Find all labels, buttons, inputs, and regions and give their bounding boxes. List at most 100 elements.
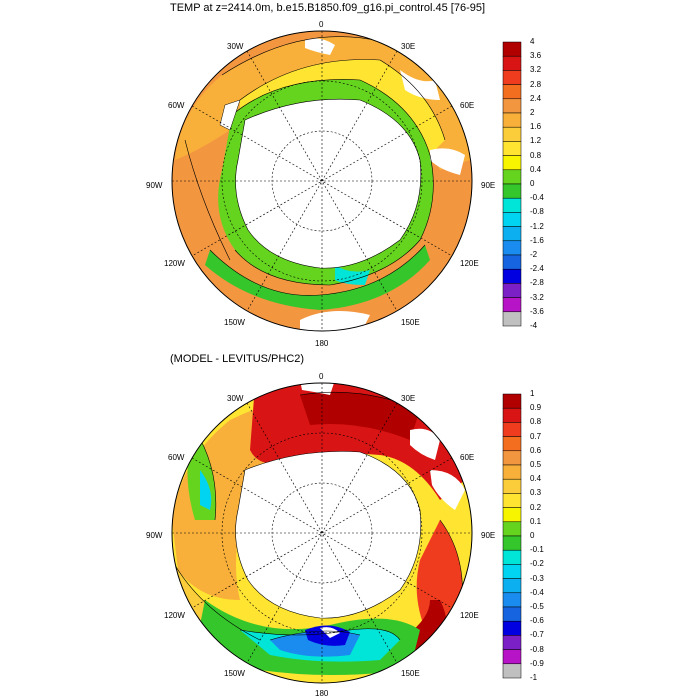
bottom-colorbar-label: 0.9 bbox=[530, 403, 542, 413]
bottom-colorbar-swatch bbox=[502, 649, 522, 665]
top-colorbar-label: 1.2 bbox=[530, 136, 542, 146]
top-map bbox=[172, 31, 472, 331]
bottom-colorbar-swatch bbox=[502, 635, 522, 650]
top-colorbar-label: 0.8 bbox=[530, 150, 542, 160]
bottom-colorbar-label: -0.9 bbox=[530, 658, 544, 668]
top-colorbar-label: -1.6 bbox=[530, 235, 544, 245]
top-colorbar-label: 0 bbox=[530, 179, 535, 188]
bottom-colorbar-label: 0.5 bbox=[530, 460, 542, 469]
bottom-lon-60w: 60W bbox=[168, 453, 185, 462]
top-lon-30w: 30W bbox=[227, 42, 244, 51]
top-colorbar-swatch bbox=[502, 311, 522, 327]
top-lon-180: 180 bbox=[315, 339, 329, 348]
top-colorbar-swatch bbox=[502, 155, 522, 171]
top-colorbar-label: 2.8 bbox=[530, 79, 542, 89]
bottom-colorbar-swatch bbox=[502, 578, 522, 594]
top-colorbar-swatch bbox=[502, 169, 522, 185]
bottom-lon-60e: 60E bbox=[460, 453, 475, 462]
top-colorbar-swatch bbox=[502, 126, 522, 142]
bottom-colorbar-label: 0.6 bbox=[530, 445, 542, 455]
bottom-colorbar-swatch bbox=[502, 407, 522, 423]
bottom-colorbar-swatch bbox=[502, 478, 522, 494]
bottom-colorbar-swatch bbox=[502, 620, 522, 636]
top-colorbar-swatch bbox=[502, 41, 522, 57]
top-colorbar-swatch bbox=[502, 55, 522, 71]
bottom-colorbar-swatch bbox=[502, 464, 522, 480]
top-colorbar-label: 3.2 bbox=[530, 65, 542, 75]
bottom-colorbar-label: -0.7 bbox=[530, 630, 544, 640]
bottom-lon-0: 0 bbox=[319, 372, 324, 381]
top-colorbar-label: 2 bbox=[530, 108, 535, 117]
bottom-panel-title: (MODEL - LEVITUS/PHC2) bbox=[170, 353, 305, 365]
top-colorbar-label: 2.4 bbox=[530, 93, 542, 103]
bottom-colorbar-label: 0.2 bbox=[530, 502, 542, 512]
top-colorbar-label: -3.6 bbox=[530, 306, 544, 316]
bottom-colorbar-label: 0.3 bbox=[530, 488, 542, 498]
bottom-lon-90w: 90W bbox=[146, 531, 163, 540]
top-colorbar-swatch bbox=[502, 226, 522, 242]
bottom-colorbar-label: -0.6 bbox=[530, 616, 544, 626]
top-panel-title: TEMP at z=2414.0m, b.e15.B1850.f09_g16.p… bbox=[170, 2, 486, 14]
top-colorbar-swatch bbox=[502, 197, 522, 213]
bottom-lon-120e: 120E bbox=[460, 611, 479, 620]
bottom-colorbar bbox=[502, 393, 522, 679]
bottom-colorbar-label: 0.1 bbox=[530, 516, 542, 526]
bottom-lon-150w: 150W bbox=[224, 669, 245, 678]
bottom-colorbar-swatch bbox=[502, 564, 522, 579]
bottom-colorbar-label: 1 bbox=[530, 389, 535, 398]
bottom-lon-90e: 90E bbox=[481, 531, 496, 540]
bottom-colorbar-swatch bbox=[502, 493, 522, 508]
bottom-lon-30e: 30E bbox=[401, 394, 416, 403]
top-lon-60e: 60E bbox=[460, 101, 475, 110]
top-lon-90w: 90W bbox=[146, 181, 163, 190]
top-lon-150e: 150E bbox=[401, 318, 420, 327]
top-colorbar-swatch bbox=[502, 268, 522, 284]
bottom-lon-150e: 150E bbox=[401, 669, 420, 678]
bottom-lon-120w: 120W bbox=[164, 611, 185, 620]
top-lon-0: 0 bbox=[319, 20, 324, 29]
top-lon-90e: 90E bbox=[481, 181, 496, 190]
bottom-colorbar-label: -1 bbox=[530, 673, 538, 682]
bottom-map-border bbox=[171, 382, 473, 684]
bottom-colorbar-label: -0.1 bbox=[530, 545, 544, 555]
top-colorbar-swatch bbox=[502, 240, 522, 256]
top-colorbar-swatch bbox=[502, 84, 522, 100]
bottom-colorbar-swatch bbox=[502, 549, 522, 565]
bottom-lon-180: 180 bbox=[315, 689, 329, 698]
top-colorbar-label: -2.4 bbox=[530, 264, 544, 274]
top-colorbar-label: 3.6 bbox=[530, 51, 542, 61]
top-colorbar-label: -3.2 bbox=[530, 292, 544, 302]
top-colorbar-label: -2 bbox=[530, 250, 538, 259]
top-colorbar-label: 1.6 bbox=[530, 122, 542, 132]
top-lon-30e: 30E bbox=[401, 42, 416, 51]
bottom-colorbar-label: 0 bbox=[530, 531, 535, 540]
top-colorbar-label: 0.4 bbox=[530, 164, 542, 174]
top-colorbar-swatch bbox=[502, 98, 522, 114]
bottom-colorbar-swatch bbox=[502, 606, 522, 622]
bottom-graticule bbox=[172, 383, 472, 683]
bottom-colorbar-swatch bbox=[502, 521, 522, 537]
bottom-colorbar-swatch bbox=[502, 663, 522, 679]
top-colorbar-label: -4 bbox=[530, 321, 538, 330]
bottom-colorbar-label: -0.2 bbox=[530, 559, 544, 569]
bottom-colorbar-label: -0.3 bbox=[530, 573, 544, 583]
top-lon-60w: 60W bbox=[168, 101, 185, 110]
bottom-colorbar-swatch bbox=[502, 507, 522, 523]
top-lon-150w: 150W bbox=[224, 318, 245, 327]
top-colorbar-swatch bbox=[502, 297, 522, 313]
bottom-colorbar-label: 0.7 bbox=[530, 431, 542, 441]
top-colorbar-swatch bbox=[502, 283, 522, 298]
bottom-colorbar-label: 0.8 bbox=[530, 417, 542, 427]
top-graticule bbox=[172, 31, 472, 331]
top-colorbar-label: -0.4 bbox=[530, 193, 544, 203]
top-colorbar-swatch bbox=[502, 112, 522, 128]
top-colorbar-swatch bbox=[502, 183, 522, 199]
bottom-colorbar-swatch bbox=[502, 592, 522, 608]
top-colorbar-label: 4 bbox=[530, 37, 535, 46]
bottom-colorbar-swatch bbox=[502, 436, 522, 452]
top-colorbar-label: -2.8 bbox=[530, 278, 544, 288]
bottom-colorbar-swatch bbox=[502, 535, 522, 551]
bottom-colorbar-label: 0.4 bbox=[530, 474, 542, 484]
bottom-lon-30w: 30W bbox=[227, 394, 244, 403]
